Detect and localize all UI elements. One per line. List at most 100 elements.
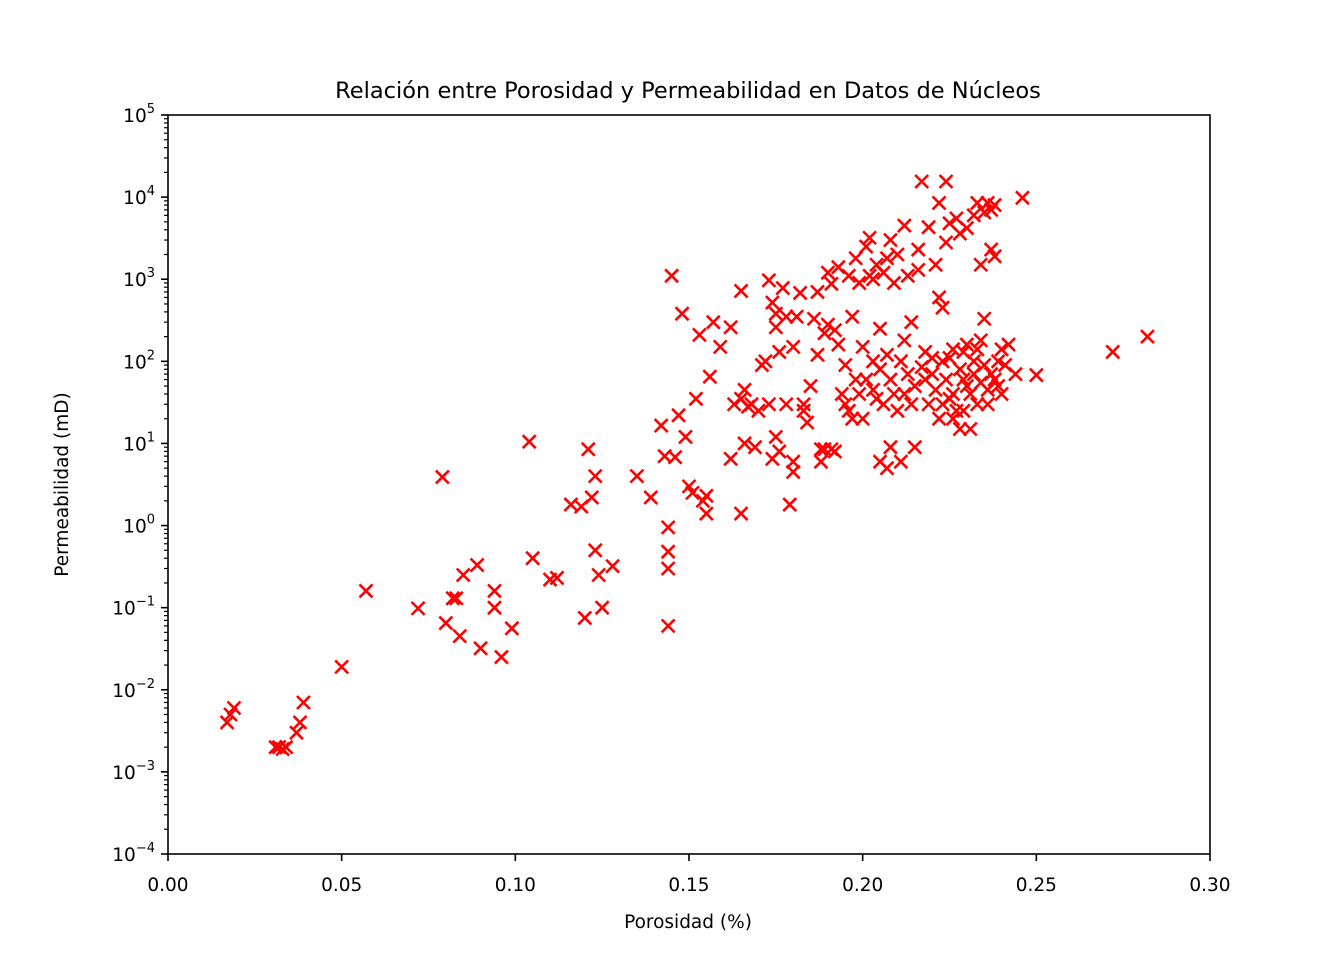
data-point xyxy=(858,239,874,254)
data-point xyxy=(966,353,982,369)
data-point xyxy=(994,386,1010,402)
data-point xyxy=(702,369,718,385)
data-point xyxy=(924,366,940,382)
data-point xyxy=(1015,190,1030,206)
data-point xyxy=(580,441,596,457)
data-point xyxy=(219,715,235,730)
data-point xyxy=(1140,329,1155,345)
data-point xyxy=(921,396,937,412)
data-point xyxy=(980,382,996,398)
data-point xyxy=(438,615,454,631)
data-point xyxy=(945,341,961,357)
data-point xyxy=(855,339,871,355)
data-point xyxy=(889,403,905,419)
data-point xyxy=(848,250,864,266)
data-point xyxy=(688,391,704,407)
data-point xyxy=(810,284,825,300)
data-point xyxy=(789,309,805,325)
data-point xyxy=(959,337,975,352)
data-point xyxy=(910,262,926,278)
data-point xyxy=(792,285,808,301)
data-point xyxy=(952,361,968,377)
data-point xyxy=(921,219,937,235)
data-point xyxy=(962,421,978,437)
data-point xyxy=(1105,344,1121,360)
data-point xyxy=(660,544,676,560)
data-point xyxy=(896,332,912,348)
data-point xyxy=(851,386,867,402)
data-point xyxy=(768,306,784,322)
data-point xyxy=(584,490,600,505)
y-tick-label: 10−3 xyxy=(112,759,155,784)
data-point xyxy=(900,366,916,382)
data-point xyxy=(733,283,749,299)
data-point xyxy=(883,439,898,455)
data-point xyxy=(900,268,916,284)
data-point xyxy=(851,275,867,291)
data-point xyxy=(883,232,898,248)
data-point xyxy=(712,339,728,355)
data-point xyxy=(841,268,857,284)
data-point xyxy=(587,542,603,558)
data-point xyxy=(296,695,311,710)
data-point xyxy=(945,411,961,427)
y-tick-label: 104 xyxy=(123,184,155,209)
data-point xyxy=(521,434,537,450)
x-tick-label: 0.30 xyxy=(1189,875,1230,896)
y-tick-label: 101 xyxy=(123,430,155,455)
data-point xyxy=(810,347,825,363)
data-point xyxy=(837,357,853,373)
data-point xyxy=(976,357,992,373)
data-point xyxy=(747,439,763,455)
data-point xyxy=(591,567,607,583)
data-point xyxy=(806,311,822,327)
data-point xyxy=(605,558,621,574)
data-point xyxy=(455,567,471,583)
data-point xyxy=(664,268,680,284)
y-tick-label: 10−1 xyxy=(112,595,155,620)
data-point xyxy=(865,271,881,287)
data-point xyxy=(671,407,686,423)
y-tick-label: 10−2 xyxy=(112,677,155,702)
x-axis-ticks: 0.00 0.05 0.10 0.15 0.20 0.25 0.30 xyxy=(147,854,1231,896)
data-point xyxy=(935,300,950,316)
data-point xyxy=(549,570,565,586)
data-point xyxy=(938,372,954,387)
data-point xyxy=(469,557,485,573)
data-point xyxy=(1008,366,1023,382)
data-point xyxy=(678,429,693,445)
data-point xyxy=(879,347,895,363)
data-point xyxy=(942,350,957,366)
data-points xyxy=(219,174,1155,757)
data-point xyxy=(705,314,721,330)
y-tick-label: 10−4 xyxy=(112,841,155,866)
data-point xyxy=(896,386,912,402)
data-point xyxy=(879,460,895,476)
data-point xyxy=(865,382,881,398)
data-point xyxy=(660,561,676,576)
x-tick-label: 0.15 xyxy=(668,875,709,896)
data-point xyxy=(931,411,947,427)
data-point xyxy=(962,386,978,402)
data-point xyxy=(782,497,798,513)
data-point xyxy=(896,218,912,234)
y-axis-ticks: 10−4 10−3 10−2 10−1 100 101 102 103 104 105 xyxy=(112,102,168,866)
data-point xyxy=(643,490,659,505)
data-point xyxy=(494,649,509,665)
data-point xyxy=(751,403,766,419)
x-tick-label: 0.00 xyxy=(147,875,188,896)
data-point xyxy=(737,436,752,451)
data-point xyxy=(889,247,905,262)
data-point xyxy=(973,332,989,348)
x-tick-label: 0.20 xyxy=(842,875,883,896)
data-point xyxy=(737,382,752,398)
data-point xyxy=(667,449,683,465)
y-tick-label: 105 xyxy=(123,102,155,127)
x-tick-label: 0.05 xyxy=(321,875,362,896)
data-point xyxy=(893,454,909,470)
data-point xyxy=(785,339,801,355)
data-point xyxy=(827,322,843,338)
data-point xyxy=(841,403,857,419)
data-point xyxy=(834,386,850,402)
